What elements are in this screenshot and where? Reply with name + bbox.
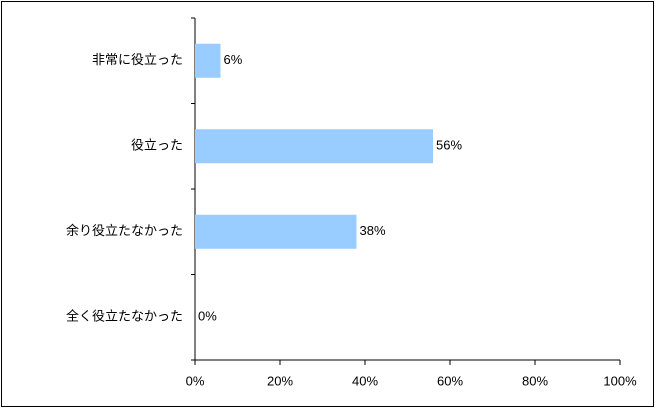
bar <box>195 214 357 249</box>
y-tick-label: 全く役立たなかった <box>66 309 183 324</box>
x-tick-label: 100% <box>603 373 637 388</box>
y-tick-label: 余り役立たなかった <box>66 223 183 238</box>
x-tick-label: 0% <box>186 373 205 388</box>
y-tick-label: 役立った <box>131 138 183 153</box>
x-tick-label: 60% <box>437 373 463 388</box>
bar <box>195 43 221 78</box>
bar <box>195 129 433 164</box>
value-label: 0% <box>198 309 217 324</box>
x-tick-label: 40% <box>352 373 378 388</box>
y-tick-label: 非常に役立った <box>92 52 183 67</box>
x-tick-label: 80% <box>522 373 548 388</box>
value-label: 56% <box>436 138 462 153</box>
value-label: 38% <box>360 223 386 238</box>
x-tick-label: 20% <box>267 373 293 388</box>
value-label: 6% <box>224 52 243 67</box>
